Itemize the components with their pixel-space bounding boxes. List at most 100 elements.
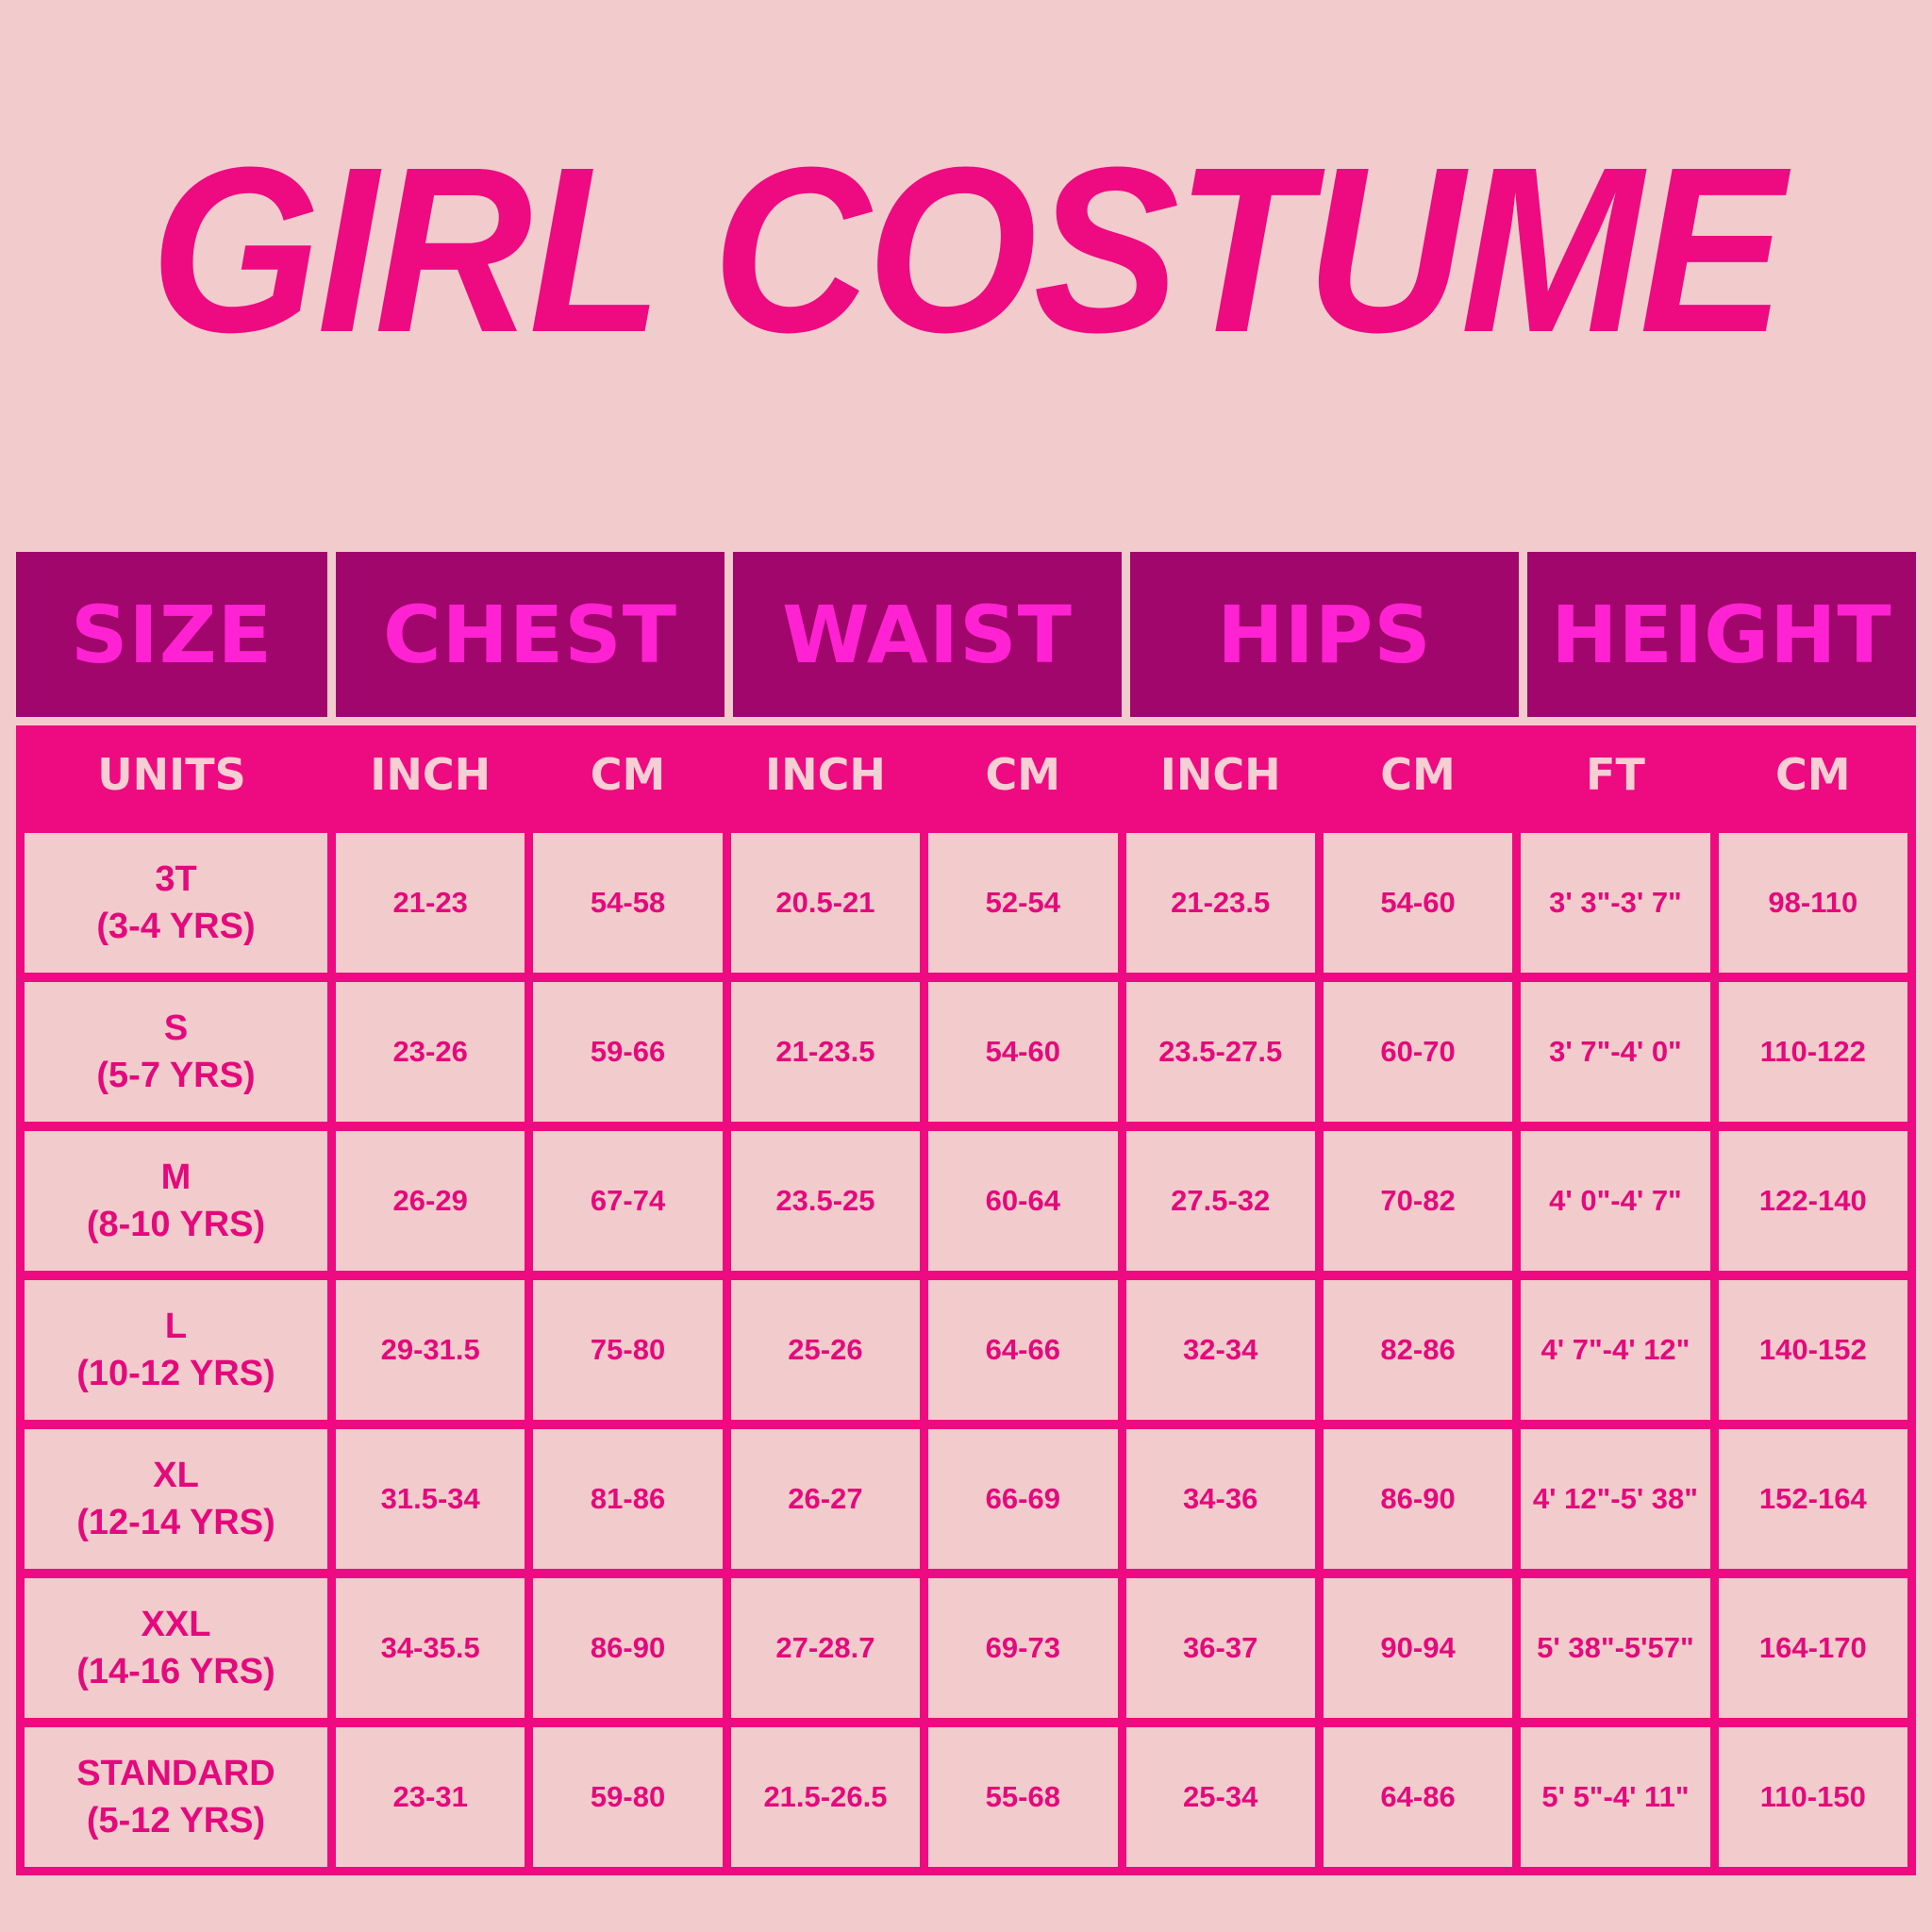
size-label: S bbox=[163, 1008, 189, 1048]
value-cell: 54-60 bbox=[928, 982, 1118, 1122]
value-cell: 5' 5"-4' 11" bbox=[1521, 1727, 1710, 1867]
size-label: L bbox=[164, 1307, 188, 1346]
value-cell: 90-94 bbox=[1323, 1578, 1513, 1718]
age-range: (12-14 YRS) bbox=[76, 1503, 275, 1542]
value-cell: 26-29 bbox=[336, 1131, 525, 1271]
unit-header: FT bbox=[1521, 725, 1710, 824]
value-cell: 67-74 bbox=[533, 1131, 723, 1271]
value-cell: 122-140 bbox=[1718, 1131, 1907, 1271]
size-label: 3T bbox=[155, 859, 197, 899]
table-row: XL (12-14 YRS) 31.5-34 81-86 26-27 66-69 34-36… bbox=[16, 1429, 1907, 1569]
value-cell: 82-86 bbox=[1323, 1280, 1513, 1420]
value-cell: 86-90 bbox=[1323, 1429, 1513, 1569]
table-row: XXL (14-16 YRS) 34-35.5 86-90 27-28.7 69-73 36… bbox=[16, 1578, 1907, 1718]
value-cell: 152-164 bbox=[1718, 1429, 1907, 1569]
header-waist: WAIST bbox=[733, 552, 1122, 717]
table-row: M (8-10 YRS) 26-29 67-74 23.5-25 60-64 27.5-32… bbox=[16, 1131, 1907, 1271]
unit-header: CM bbox=[928, 725, 1118, 824]
table-row: STANDARD (5-12 YRS) 23-31 59-80 21.5-26.5 55-… bbox=[16, 1727, 1907, 1867]
age-range: (8-10 YRS) bbox=[86, 1205, 266, 1244]
size-label: STANDARD bbox=[76, 1754, 275, 1793]
value-cell: 21.5-26.5 bbox=[730, 1727, 921, 1867]
value-cell: 21-23.5 bbox=[730, 982, 921, 1122]
value-cell: 25-26 bbox=[730, 1280, 921, 1420]
value-cell: 52-54 bbox=[928, 833, 1118, 973]
table-row: S (5-7 YRS) 23-26 59-66 21-23.5 54-60 23.5-27.… bbox=[16, 982, 1907, 1122]
unit-header: INCH bbox=[730, 725, 921, 824]
value-cell: 69-73 bbox=[928, 1578, 1118, 1718]
value-cell: 34-35.5 bbox=[336, 1578, 525, 1718]
value-cell: 21-23.5 bbox=[1125, 833, 1315, 973]
value-cell: 81-86 bbox=[533, 1429, 723, 1569]
value-cell: 64-66 bbox=[928, 1280, 1118, 1420]
unit-header: CM bbox=[533, 725, 723, 824]
value-cell: 164-170 bbox=[1718, 1578, 1907, 1718]
value-cell: 27-28.7 bbox=[730, 1578, 921, 1718]
size-cell: XXL (14-16 YRS) bbox=[25, 1578, 327, 1718]
size-cell: S (5-7 YRS) bbox=[25, 982, 327, 1122]
value-cell: 59-66 bbox=[533, 982, 723, 1122]
value-cell: 23.5-25 bbox=[730, 1131, 921, 1271]
unit-header: UNITS bbox=[16, 725, 327, 824]
value-cell: 34-36 bbox=[1125, 1429, 1315, 1569]
group-header-row: SIZE CHEST WAIST HIPS HEIGHT bbox=[16, 552, 1916, 717]
age-range: (14-16 YRS) bbox=[76, 1652, 275, 1691]
size-chart-table: SIZE CHEST WAIST HIPS HEIGHT UNITS INCH CM… bbox=[16, 552, 1916, 1875]
table-row: L (10-12 YRS) 29-31.5 75-80 25-26 64-66 32-34 8… bbox=[16, 1280, 1907, 1420]
value-cell: 64-86 bbox=[1323, 1727, 1513, 1867]
value-cell: 110-122 bbox=[1718, 982, 1907, 1122]
value-cell: 23-31 bbox=[336, 1727, 525, 1867]
value-cell: 98-110 bbox=[1718, 833, 1907, 973]
age-range: (5-7 YRS) bbox=[96, 1056, 256, 1095]
size-cell: STANDARD (5-12 YRS) bbox=[25, 1727, 327, 1867]
size-label: XL bbox=[153, 1456, 199, 1495]
header-chest: CHEST bbox=[336, 552, 724, 717]
unit-header: CM bbox=[1718, 725, 1907, 824]
header-height: HEIGHT bbox=[1527, 552, 1916, 717]
value-cell: 27.5-32 bbox=[1125, 1131, 1315, 1271]
value-cell: 60-70 bbox=[1323, 982, 1513, 1122]
size-cell: L (10-12 YRS) bbox=[25, 1280, 327, 1420]
value-cell: 3' 3"-3' 7" bbox=[1521, 833, 1710, 973]
unit-header: CM bbox=[1323, 725, 1513, 824]
header-hips: HIPS bbox=[1130, 552, 1519, 717]
page-title: GIRL COSTUME bbox=[150, 118, 1785, 381]
age-range: (5-12 YRS) bbox=[86, 1801, 266, 1840]
value-cell: 54-58 bbox=[533, 833, 723, 973]
value-cell: 25-34 bbox=[1125, 1727, 1315, 1867]
value-cell: 110-150 bbox=[1718, 1727, 1907, 1867]
value-cell: 36-37 bbox=[1125, 1578, 1315, 1718]
value-cell: 31.5-34 bbox=[336, 1429, 525, 1569]
value-cell: 54-60 bbox=[1323, 833, 1513, 973]
units-row: UNITS INCH CM INCH CM INCH CM FT CM bbox=[16, 725, 1907, 824]
age-range: (3-4 YRS) bbox=[96, 907, 256, 946]
unit-header: INCH bbox=[336, 725, 525, 824]
value-cell: 4' 7"-4' 12" bbox=[1521, 1280, 1710, 1420]
value-cell: 4' 12"-5' 38" bbox=[1521, 1429, 1710, 1569]
value-cell: 20.5-21 bbox=[730, 833, 921, 973]
size-cell: XL (12-14 YRS) bbox=[25, 1429, 327, 1569]
value-cell: 4' 0"-4' 7" bbox=[1521, 1131, 1710, 1271]
value-cell: 26-27 bbox=[730, 1429, 921, 1569]
value-cell: 5' 38"-5'57" bbox=[1521, 1578, 1710, 1718]
value-cell: 59-80 bbox=[533, 1727, 723, 1867]
size-cell: 3T (3-4 YRS) bbox=[25, 833, 327, 973]
value-cell: 60-64 bbox=[928, 1131, 1118, 1271]
size-label: XXL bbox=[141, 1605, 211, 1644]
value-cell: 86-90 bbox=[533, 1578, 723, 1718]
value-cell: 55-68 bbox=[928, 1727, 1118, 1867]
size-label: M bbox=[160, 1158, 192, 1197]
value-cell: 66-69 bbox=[928, 1429, 1118, 1569]
value-cell: 21-23 bbox=[336, 833, 525, 973]
unit-header: INCH bbox=[1125, 725, 1315, 824]
value-cell: 140-152 bbox=[1718, 1280, 1907, 1420]
value-cell: 23-26 bbox=[336, 982, 525, 1122]
value-cell: 29-31.5 bbox=[336, 1280, 525, 1420]
value-cell: 3' 7"-4' 0" bbox=[1521, 982, 1710, 1122]
value-cell: 75-80 bbox=[533, 1280, 723, 1420]
table-body: UNITS INCH CM INCH CM INCH CM FT CM 3T (3-4 YRS) 2… bbox=[16, 725, 1916, 1875]
value-cell: 23.5-27.5 bbox=[1125, 982, 1315, 1122]
age-range: (10-12 YRS) bbox=[76, 1354, 275, 1393]
value-cell: 70-82 bbox=[1323, 1131, 1513, 1271]
value-cell: 32-34 bbox=[1125, 1280, 1315, 1420]
